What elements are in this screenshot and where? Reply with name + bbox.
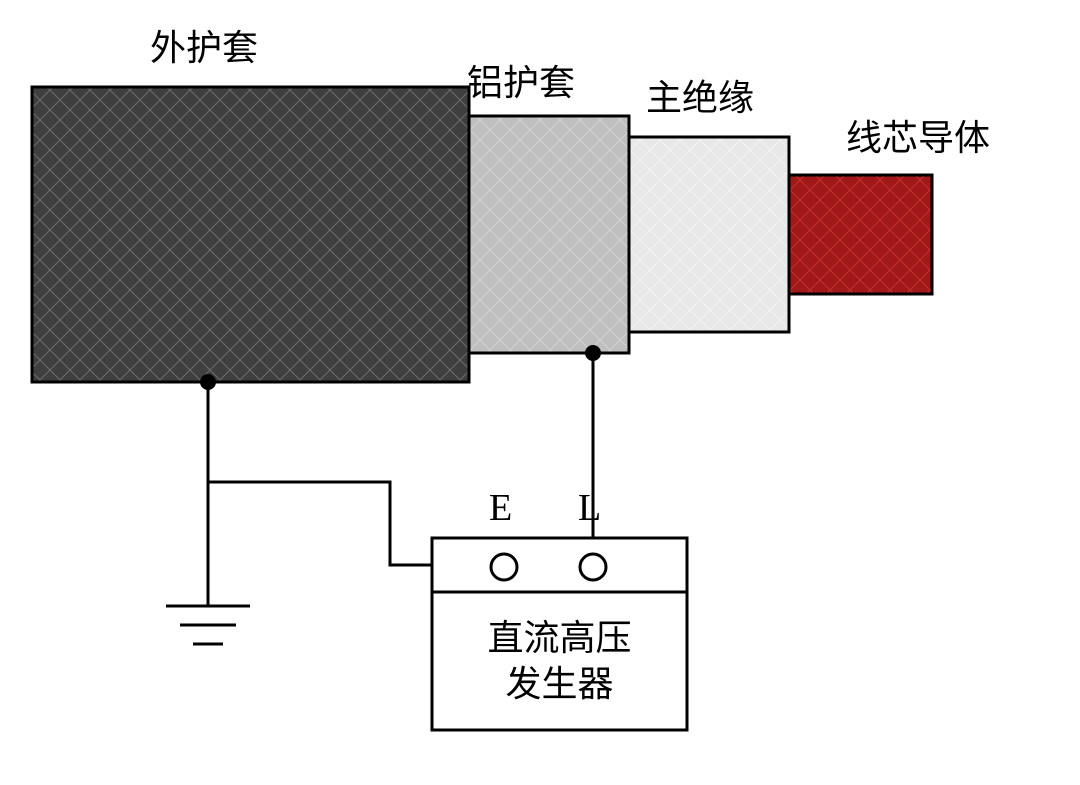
core_conductor-label: 线芯导体	[846, 118, 990, 158]
main_insulation-rect	[629, 137, 789, 332]
generator-terminal_E-label: E	[489, 487, 512, 529]
generator-label-line1: 直流高压	[487, 618, 631, 658]
generator-terminal_E	[491, 554, 517, 580]
main_insulation-label: 主绝缘	[646, 78, 754, 118]
outer_sheath-rect	[32, 87, 469, 382]
generator-label-line2: 发生器	[505, 664, 613, 704]
node-outer_tap	[200, 374, 216, 390]
generator-terminal_L	[580, 554, 606, 580]
aluminum_sheath-rect	[469, 116, 629, 353]
node-al_tap	[585, 345, 601, 361]
core_conductor-rect	[789, 175, 932, 294]
outer_sheath-label: 外护套	[150, 28, 258, 68]
generator-terminal_L-label: L	[578, 487, 601, 529]
aluminum_sheath-label: 铝护套	[467, 63, 575, 103]
